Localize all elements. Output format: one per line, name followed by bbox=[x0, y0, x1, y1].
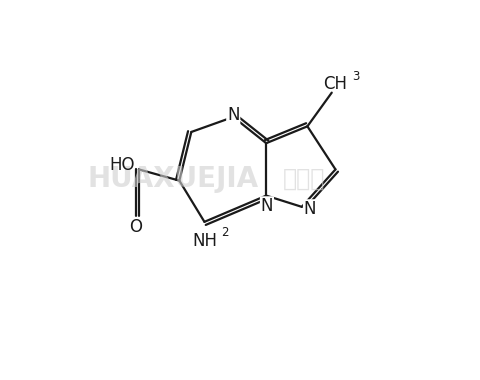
Text: N: N bbox=[261, 197, 273, 215]
Text: O: O bbox=[130, 218, 143, 236]
Text: NH: NH bbox=[192, 232, 217, 250]
Text: N: N bbox=[227, 106, 240, 124]
Text: HUAXUEJIA: HUAXUEJIA bbox=[87, 165, 258, 193]
Text: N: N bbox=[304, 200, 316, 218]
Text: 2: 2 bbox=[221, 226, 229, 239]
Text: CH: CH bbox=[324, 75, 348, 93]
Text: HO: HO bbox=[109, 156, 134, 174]
Text: 化学加: 化学加 bbox=[282, 167, 325, 191]
Text: 3: 3 bbox=[352, 70, 360, 82]
